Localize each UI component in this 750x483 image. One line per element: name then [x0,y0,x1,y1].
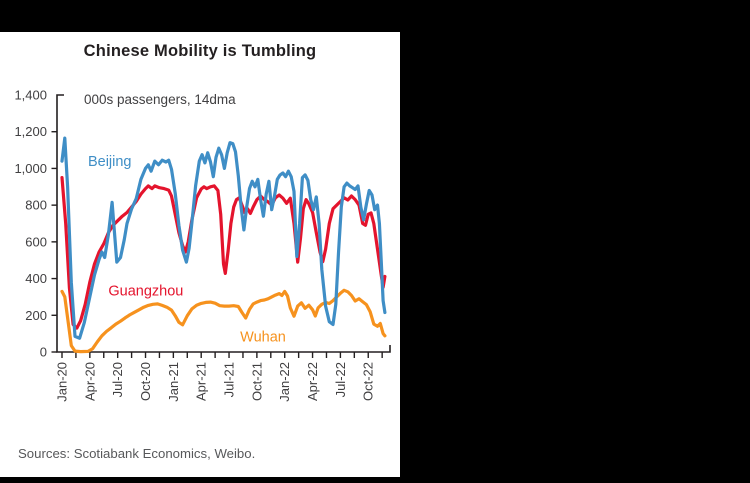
sources-note: Sources: Scotiabank Economics, Weibo. [18,446,256,461]
chart-title: Chinese Mobility is Tumbling [83,42,317,60]
x-tick-label: Jan-21 [166,362,181,402]
series-label-wuhan: Wuhan [240,329,286,345]
chart-panel: Chinese Mobility is Tumbling 0 200 400 600 8… [0,32,400,477]
chart-subtitle: 000s passengers, 14dma [84,92,236,107]
y-tick-label: 600 [25,234,47,249]
axis-lines [56,94,391,353]
x-tick-label: Jan-22 [277,362,292,402]
series-line-wuhan [60,288,387,354]
y-tick-label: 800 [25,198,47,213]
x-tick-label: Apr-22 [305,362,320,401]
y-tick-label: 1,200 [14,124,47,139]
x-tick-label: Jan-20 [55,362,70,402]
y-tick-label: 400 [25,271,47,286]
x-tick-label: Jul-22 [333,362,348,397]
series-line-guangzhou [60,176,387,330]
series-label-guangzhou: Guangzhou [108,283,183,299]
series-label-beijing: Beijing [88,154,132,170]
x-tick-label: Oct-21 [249,362,264,401]
x-tick-label: Oct-22 [361,362,376,401]
y-tick-label: 0 [40,345,47,360]
chart-svg: 0 200 400 600 800 1,000 1,200 1,400 Jan-20 Apr-20… [14,88,391,402]
x-tick-label: Jul-21 [222,362,237,397]
x-tick-label: Apr-20 [82,362,97,401]
y-tick-label: 1,000 [14,161,47,176]
y-tick-label: 200 [25,308,47,323]
x-tick-label: Apr-21 [194,362,209,401]
y-tick-label: 1,400 [14,88,47,103]
x-tick-label: Oct-20 [138,362,153,401]
series-line-beijing [60,136,387,340]
x-tick-label: Jul-20 [110,362,125,397]
